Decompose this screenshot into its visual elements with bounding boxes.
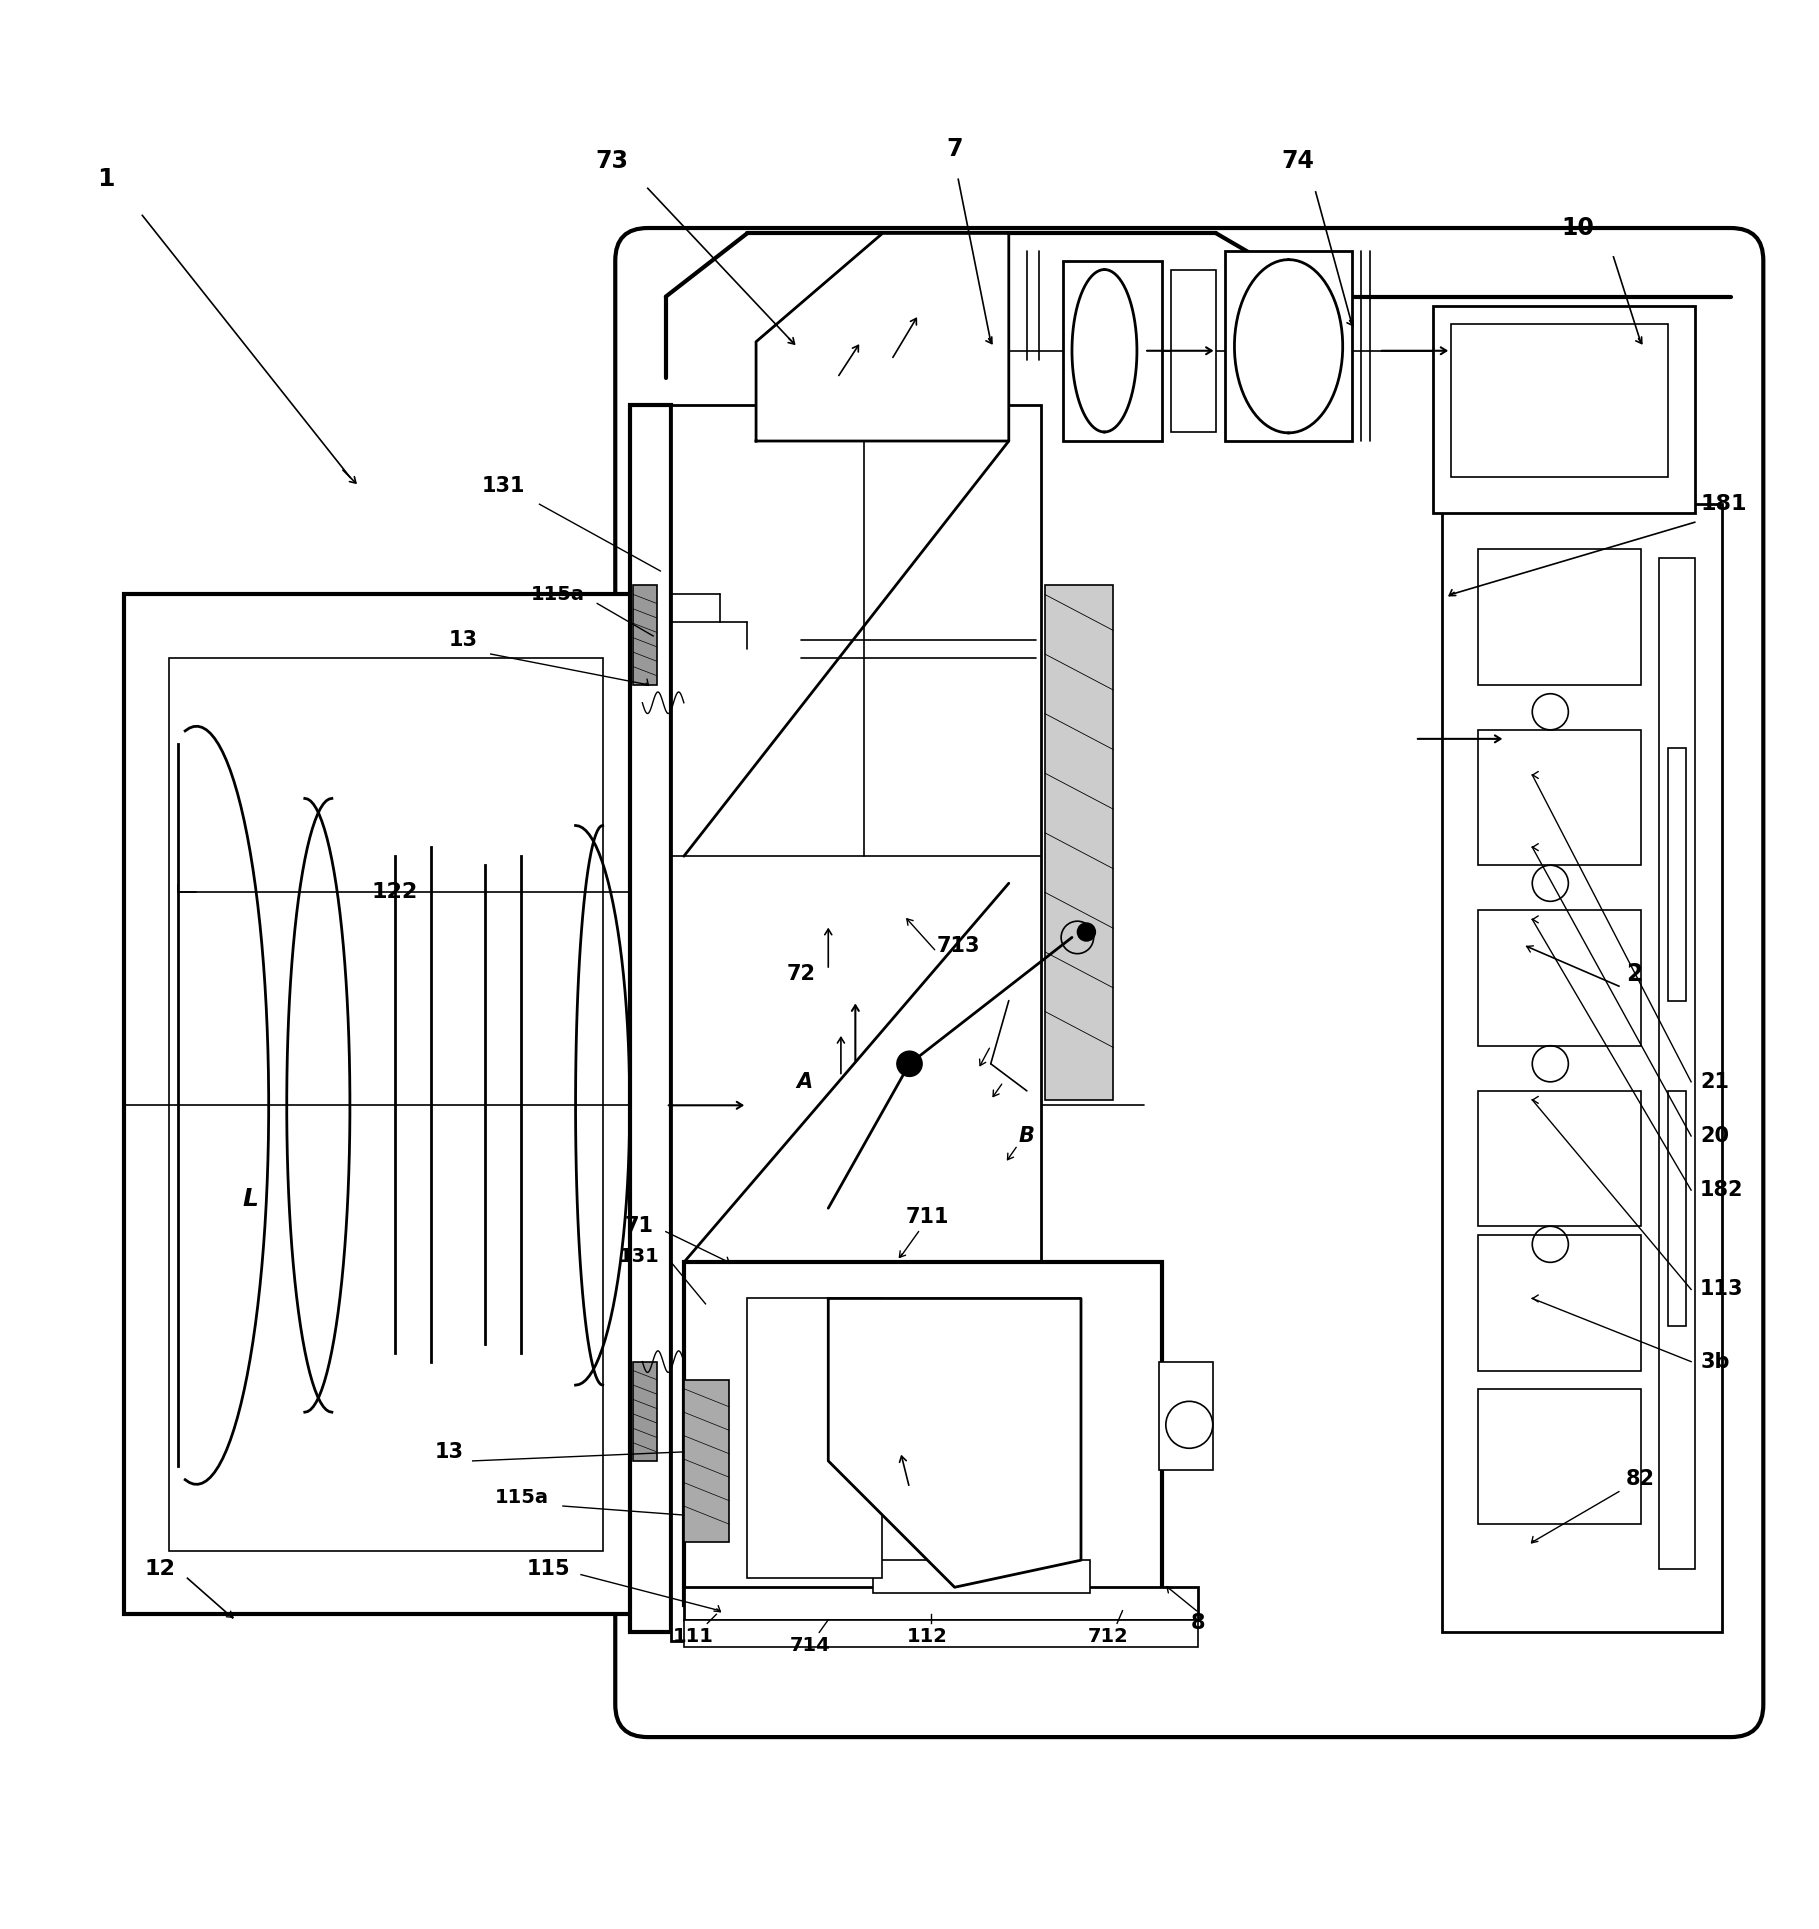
Bar	[633, 1362, 657, 1460]
Bar	[1044, 584, 1113, 1100]
Bar	[124, 594, 648, 1615]
Text: 113: 113	[1701, 1279, 1744, 1300]
Text: B: B	[1019, 1127, 1035, 1146]
FancyBboxPatch shape	[615, 228, 1763, 1738]
Text: 182: 182	[1701, 1181, 1744, 1200]
Bar	[1479, 1389, 1641, 1524]
Circle shape	[1077, 922, 1095, 941]
Bar	[1479, 1235, 1641, 1372]
Text: 13: 13	[435, 1441, 464, 1462]
Text: 7: 7	[946, 137, 962, 160]
Bar	[873, 1561, 1090, 1593]
Polygon shape	[757, 233, 1010, 442]
Bar	[1659, 557, 1695, 1568]
Bar	[1159, 1362, 1213, 1470]
Text: 3b: 3b	[1701, 1352, 1730, 1372]
Bar	[684, 1379, 729, 1541]
Text: 711: 711	[906, 1208, 950, 1227]
Text: 131: 131	[482, 476, 526, 496]
Bar	[1668, 1092, 1686, 1325]
Bar	[1442, 503, 1723, 1632]
Bar	[1452, 324, 1668, 476]
Text: 181: 181	[1701, 494, 1746, 515]
Bar	[1479, 1092, 1641, 1227]
Bar	[684, 1262, 1162, 1605]
Text: A: A	[797, 1073, 813, 1092]
Bar	[633, 584, 657, 685]
Text: 115a: 115a	[495, 1487, 548, 1507]
Text: 73: 73	[595, 149, 628, 174]
Bar	[169, 658, 602, 1551]
Bar	[748, 1298, 882, 1578]
Text: 74: 74	[1281, 149, 1313, 174]
Text: L: L	[242, 1186, 258, 1211]
Text: 111: 111	[673, 1626, 713, 1645]
Text: 112: 112	[908, 1626, 948, 1645]
Text: 71: 71	[624, 1217, 653, 1236]
Text: 13: 13	[449, 629, 478, 650]
Text: 115: 115	[528, 1559, 571, 1580]
Bar	[1171, 270, 1217, 432]
Bar	[671, 405, 1040, 1642]
Text: 2: 2	[1626, 961, 1643, 986]
Bar	[1668, 748, 1686, 1001]
Text: 122: 122	[371, 882, 418, 903]
Bar	[684, 1620, 1199, 1647]
Bar	[1062, 260, 1162, 442]
Text: 82: 82	[1626, 1470, 1655, 1489]
Text: 10: 10	[1561, 216, 1593, 239]
Bar	[1479, 550, 1641, 685]
Polygon shape	[828, 1298, 1080, 1588]
Bar	[1226, 251, 1352, 442]
Text: 1: 1	[98, 168, 115, 191]
Bar	[1479, 729, 1641, 866]
Bar	[1479, 910, 1641, 1046]
Bar	[629, 405, 671, 1632]
Text: 713: 713	[937, 936, 980, 957]
Circle shape	[897, 1051, 922, 1076]
Text: 115a: 115a	[531, 584, 584, 604]
Text: 712: 712	[1088, 1626, 1128, 1645]
Text: 8: 8	[1191, 1613, 1206, 1634]
Text: 72: 72	[786, 963, 815, 984]
Text: 21: 21	[1701, 1073, 1730, 1092]
Text: 131: 131	[618, 1248, 658, 1267]
Text: 12: 12	[146, 1559, 176, 1580]
Bar	[684, 1588, 1199, 1620]
Text: 714: 714	[789, 1636, 831, 1655]
Bar	[1433, 305, 1695, 513]
Text: 20: 20	[1701, 1127, 1730, 1146]
